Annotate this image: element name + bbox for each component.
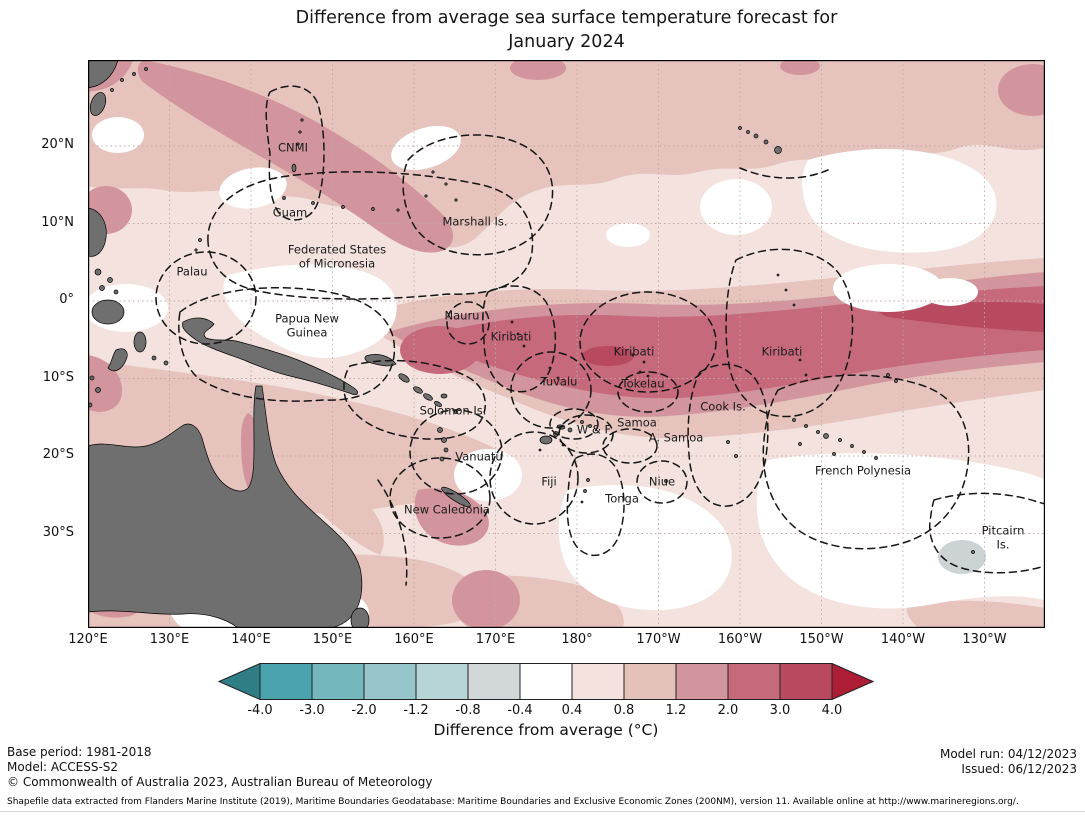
landmass-mindanao xyxy=(91,299,125,325)
chart-title-line2: January 2024 xyxy=(508,32,625,52)
landmasses xyxy=(88,60,975,628)
bottom-rule xyxy=(0,811,1085,812)
lon-tick-label: 130°E xyxy=(149,632,190,647)
colorbar-segment xyxy=(727,663,781,700)
footer-left: Base period: 1981-2018 Model: ACCESS-S2 xyxy=(7,745,152,774)
model-run-text: Model run: 04/12/2023 xyxy=(939,747,1077,761)
colorbar-segment xyxy=(519,663,573,700)
chart-title: Difference from average sea surface temp… xyxy=(88,6,1045,54)
lon-tick-label: 150°E xyxy=(312,632,353,647)
anomaly-contours xyxy=(88,60,1045,628)
colorbar-tick-label: -0.8 xyxy=(455,703,481,718)
lon-tick-label: 130°W xyxy=(962,632,1007,647)
lat-tick-label: 20°N xyxy=(41,137,74,152)
lon-tick-label: 140°E xyxy=(231,632,271,647)
lat-tick-label: 10°S xyxy=(42,369,74,385)
colorbar-tick-label: -3.0 xyxy=(299,703,325,718)
lon-tick-label: 180° xyxy=(561,632,593,647)
colorbar-segment xyxy=(259,663,313,700)
base-period-text: Base period: 1981-2018 xyxy=(7,745,152,759)
landmass-fiji xyxy=(539,435,553,445)
colorbar-left-arrow xyxy=(218,663,261,700)
pacific-map: CNMI Guam Marshall Is. Federated States of … xyxy=(88,60,1045,628)
lat-tick-label: 0° xyxy=(59,292,74,307)
copyright-text: © Commonwealth of Australia 2023, Austra… xyxy=(7,775,433,789)
colorbar-segment xyxy=(415,663,469,700)
colorbar-segment xyxy=(311,663,365,700)
issued-text: Issued: 06/12/2023 xyxy=(961,761,1077,776)
lon-tick-label: 120°E xyxy=(68,632,108,647)
lat-tick-label: 20°S xyxy=(42,447,74,462)
colorbar-tick-label: 1.2 xyxy=(665,703,687,718)
landmass-luzon xyxy=(88,207,107,257)
lon-tick-label: 160°E xyxy=(394,632,434,647)
colorbar-tick-label: -4.0 xyxy=(247,703,273,718)
colorbar-segment xyxy=(779,663,833,700)
lon-tick-label: 140°W xyxy=(880,632,926,647)
cool-anomaly-patch xyxy=(938,540,986,574)
landmass-halmahera xyxy=(133,331,147,353)
landmass-new-guinea xyxy=(182,317,358,395)
colorbar-tick-label: 2.0 xyxy=(717,703,739,718)
colorbar-tick-label: 0.8 xyxy=(613,703,635,718)
footer-right: Model run: 04/12/2023 Issued: 06/12/2023 xyxy=(940,747,1077,776)
landmass-sulawesi xyxy=(107,348,128,372)
longitude-axis: 120°E 130°E 140°E 150°E 160°E 170°E 180° 170°W 1… xyxy=(68,632,1045,650)
shapefile-attribution: Shapefile data extracted from Flanders M… xyxy=(7,797,1019,807)
colorbar-tick-label: 4.0 xyxy=(821,703,843,718)
colorbar-segment xyxy=(675,663,729,700)
eez-boundaries xyxy=(155,85,1045,586)
colorbar-tick-labels: -4.0 -3.0 -2.0 -1.2 -0.8 -0.4 0.4 0.8 1.2 2.0 3.0 4… xyxy=(218,703,874,719)
lat-tick-label: 10°N xyxy=(41,214,74,230)
map-canvas xyxy=(88,60,1045,628)
graticule xyxy=(88,60,1045,628)
colorbar-segment xyxy=(467,663,521,700)
colorbar-segment xyxy=(623,663,677,700)
colorbar-tick-label: 3.0 xyxy=(769,703,791,718)
chart-title-line1: Difference from average sea surface temp… xyxy=(295,8,838,28)
latitude-axis: 20°N 10°N 0° 10°S 20°S 30°S xyxy=(0,60,80,628)
colorbar-tick-label: 0.4 xyxy=(561,703,583,718)
colorbar-segment xyxy=(571,663,625,700)
colorbar-segment xyxy=(363,663,417,700)
landmass-new-britain xyxy=(364,354,397,367)
model-text: Model: ACCESS-S2 xyxy=(7,759,119,774)
landmass-guam xyxy=(291,163,297,173)
lon-tick-label: 170°E xyxy=(475,632,516,647)
colorbar-tick-label: -0.4 xyxy=(507,703,533,718)
lon-tick-label: 170°W xyxy=(636,632,681,647)
colorbar-cells xyxy=(259,663,833,700)
map-border xyxy=(88,60,1045,628)
landmass-taiwan xyxy=(89,92,107,116)
lat-tick-label: 30°S xyxy=(42,524,74,540)
colorbar-tick-label: -2.0 xyxy=(351,703,377,718)
colorbar xyxy=(218,663,874,700)
colorbar-tick-label: -1.2 xyxy=(403,703,429,718)
colorbar-label: Difference from average (°C) xyxy=(433,721,659,739)
landmass-tasmania xyxy=(350,607,370,628)
colorbar-right-arrow xyxy=(831,663,874,700)
lon-tick-label: 150°W xyxy=(799,632,844,647)
lon-tick-label: 160°W xyxy=(717,632,763,647)
